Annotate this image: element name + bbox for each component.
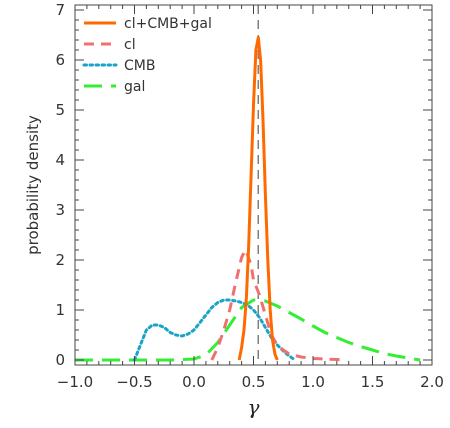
- series-layer: [75, 36, 421, 362]
- x-tick-label: −1.0: [57, 373, 93, 391]
- series-line-cl: [210, 248, 347, 362]
- y-tick-label: 5: [55, 101, 65, 119]
- series-line-gal: [75, 298, 421, 362]
- x-tick-label: 1.5: [361, 373, 385, 391]
- x-tick-label: 1.0: [301, 373, 325, 391]
- y-tick-label: 3: [55, 201, 65, 219]
- y-tick-label: 6: [55, 51, 65, 69]
- x-tick-label: −0.5: [116, 373, 152, 391]
- x-tick-label: 2.0: [420, 373, 444, 391]
- legend: cl+CMB+gal cl CMB gal: [82, 16, 212, 95]
- x-axis-title: γ: [248, 395, 260, 419]
- y-tick-label: 0: [55, 351, 65, 369]
- legend-label: cl+CMB+gal: [124, 16, 212, 32]
- legend-label: cl: [124, 37, 136, 53]
- y-tick-label: 2: [55, 251, 65, 269]
- y-tick-label: 7: [55, 1, 65, 19]
- legend-label: CMB: [124, 58, 155, 74]
- series-line-cl-cmb-gal: [237, 36, 279, 361]
- series-line-cmb: [133, 298, 297, 362]
- legend-label: gal: [124, 79, 145, 95]
- x-tick-label: 0.0: [182, 373, 206, 391]
- y-tick-label: 4: [55, 151, 65, 169]
- y-axis-title: probability density: [24, 115, 42, 255]
- x-tick-label: 0.5: [242, 373, 266, 391]
- axes-layer: −1.0 −0.5 0.0 0.5 1.0 1.5 2.0 0 1 2 3 4 5 6 7: [55, 1, 443, 391]
- y-tick-label: 1: [55, 301, 65, 319]
